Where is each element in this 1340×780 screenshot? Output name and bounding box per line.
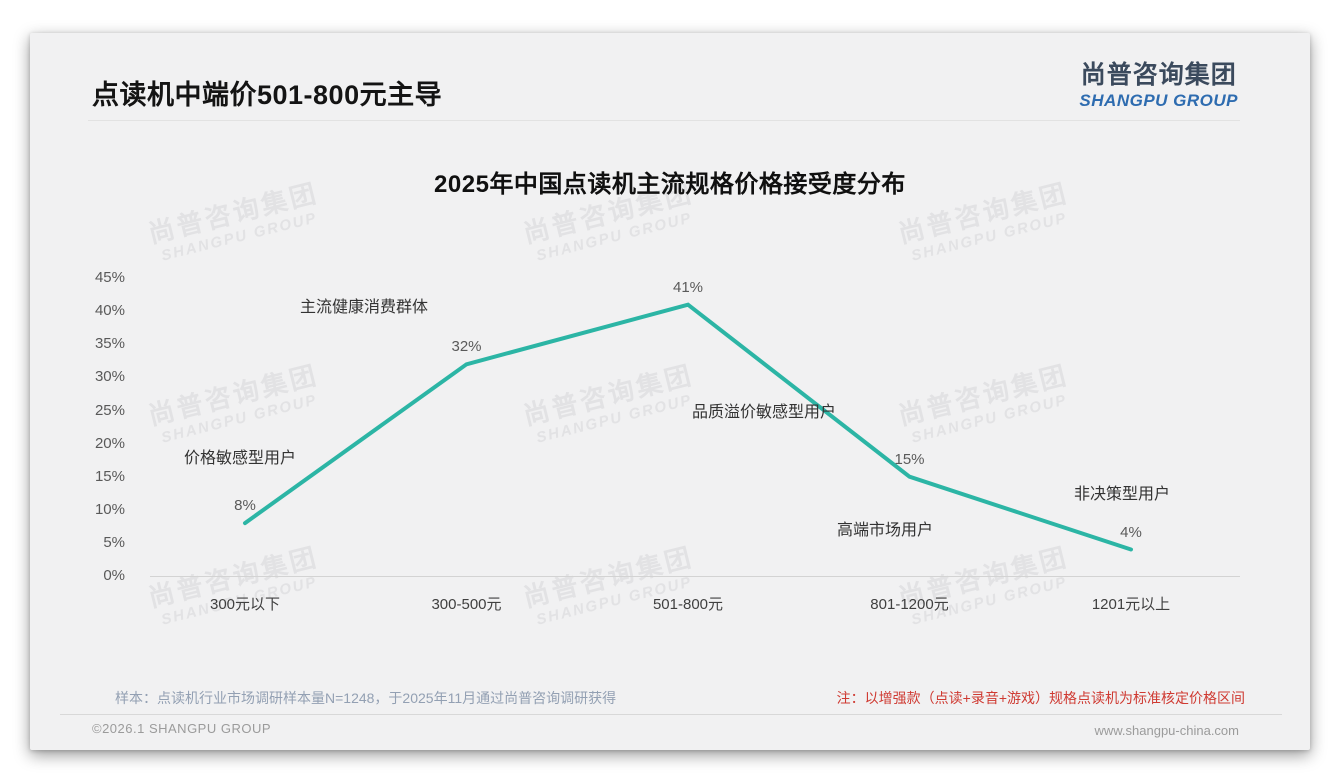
annotation-label: 价格敏感型用户 (183, 450, 297, 467)
data-point-label: 8% (234, 497, 256, 515)
y-tick-label: 20% (94, 434, 125, 452)
y-tick-label: 10% (94, 500, 125, 518)
y-tick-label: 25% (94, 401, 125, 419)
y-tick-label: 40% (94, 302, 125, 320)
footer-divider (60, 714, 1282, 715)
price-note: 注：以增强款（点读+录音+游戏）规格点读机为标准核定价格区间 (836, 690, 1245, 706)
annotation-label: 品质溢价敏感型用户 (691, 404, 837, 421)
x-tick-label: 300元以下 (209, 596, 281, 613)
slide-card: 尚普咨询集团 SHANGPU GROUP 尚普咨询集团 SHANGPU GROUP 尚普… (30, 33, 1310, 750)
y-tick-label: 45% (94, 269, 125, 287)
header-divider (88, 120, 1240, 121)
x-tick-label: 1201元以上 (1091, 596, 1171, 613)
y-tick-label: 0% (103, 567, 125, 584)
y-tick-label: 5% (103, 533, 125, 551)
copyright: ©2026.1 SHANGPU GROUP (92, 721, 272, 736)
x-axis-line (150, 576, 1240, 577)
data-point-label: 4% (1120, 523, 1142, 541)
chart-title: 2025年中国点读机主流规格价格接受度分布 (434, 171, 906, 198)
data-point-label: 41% (672, 278, 704, 296)
chart-area: 2025年中国点读机主流规格价格接受度分布 45% 40% 35% 30% 25% 20%… (30, 33, 1310, 750)
website-url: www.shangpu-china.com (1094, 723, 1239, 738)
line-path (243, 302, 1133, 552)
logo-text-en: SHANGPU GROUP (1079, 91, 1238, 110)
y-tick-label: 35% (94, 335, 125, 353)
y-tick-label: 15% (94, 467, 125, 485)
x-tick-label: 801-1200元 (870, 596, 949, 613)
logo-text-cn: 尚普咨询集团 (1080, 61, 1237, 89)
y-tick-label: 30% (94, 368, 125, 386)
x-tick-label: 501-800元 (652, 596, 724, 613)
x-tick-label: 300-500元 (431, 596, 502, 613)
company-logo: 尚普咨询集团 SHANGPU GROUP (1079, 55, 1238, 111)
sample-note: 样本：点读机行业市场调研样本量N=1248，于2025年11月通过尚普咨询调研获… (115, 690, 617, 706)
data-point-label: 15% (894, 450, 925, 468)
annotation-label: 主流健康消费群体 (299, 299, 429, 316)
annotation-label: 高端市场用户 (836, 522, 934, 539)
line-series-svg (243, 302, 1133, 552)
annotation-label: 非决策型用户 (1073, 486, 1171, 503)
data-point-label: 32% (451, 338, 482, 356)
slide-title: 点读机中端价501-800元主导 (92, 80, 443, 110)
